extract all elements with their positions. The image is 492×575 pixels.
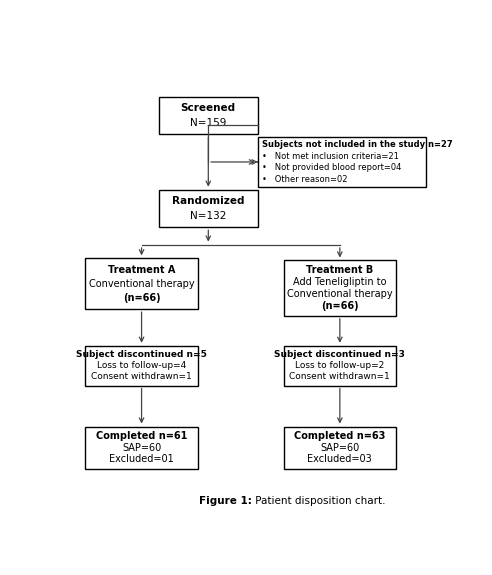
Text: Treatment A: Treatment A: [108, 264, 175, 275]
Text: Randomized: Randomized: [172, 196, 245, 206]
FancyBboxPatch shape: [85, 258, 198, 309]
FancyBboxPatch shape: [283, 260, 396, 316]
Text: (n=66): (n=66): [321, 301, 359, 311]
Text: Patient disposition chart.: Patient disposition chart.: [252, 496, 386, 505]
FancyBboxPatch shape: [283, 346, 396, 386]
Text: Add Teneligliptin to: Add Teneligliptin to: [293, 277, 387, 287]
FancyBboxPatch shape: [85, 346, 198, 386]
Text: Excluded=01: Excluded=01: [109, 454, 174, 464]
Text: SAP=60: SAP=60: [122, 443, 161, 453]
Text: Figure 1:: Figure 1:: [199, 496, 252, 505]
Text: (n=66): (n=66): [123, 293, 160, 303]
Text: Completed n=63: Completed n=63: [294, 431, 386, 441]
Text: Completed n=61: Completed n=61: [96, 431, 187, 441]
Text: Treatment B: Treatment B: [306, 265, 373, 275]
Text: SAP=60: SAP=60: [320, 443, 360, 453]
Text: Conventional therapy: Conventional therapy: [287, 289, 393, 299]
Text: Conventional therapy: Conventional therapy: [89, 279, 194, 289]
Text: •   Not provided blood report=04: • Not provided blood report=04: [262, 163, 402, 172]
Text: Subject discontinued n=5: Subject discontinued n=5: [76, 350, 207, 359]
Text: N=132: N=132: [190, 210, 226, 221]
Text: N=159: N=159: [190, 118, 226, 128]
Text: •   Not met inclusion criteria=21: • Not met inclusion criteria=21: [262, 152, 400, 160]
Text: Screened: Screened: [181, 104, 236, 113]
Text: Loss to follow-up=4: Loss to follow-up=4: [97, 361, 186, 370]
Text: Loss to follow-up=2: Loss to follow-up=2: [295, 361, 384, 370]
FancyBboxPatch shape: [258, 136, 426, 187]
Text: Subjects not included in the study n=27: Subjects not included in the study n=27: [262, 140, 453, 149]
FancyBboxPatch shape: [283, 427, 396, 469]
Text: Consent withdrawn=1: Consent withdrawn=1: [91, 372, 192, 381]
Text: •   Other reason=02: • Other reason=02: [262, 175, 348, 184]
FancyBboxPatch shape: [85, 427, 198, 469]
Text: Excluded=03: Excluded=03: [308, 454, 372, 464]
Text: Subject discontinued n=3: Subject discontinued n=3: [275, 350, 405, 359]
FancyBboxPatch shape: [159, 190, 258, 227]
Text: Consent withdrawn=1: Consent withdrawn=1: [289, 372, 390, 381]
FancyBboxPatch shape: [159, 97, 258, 135]
